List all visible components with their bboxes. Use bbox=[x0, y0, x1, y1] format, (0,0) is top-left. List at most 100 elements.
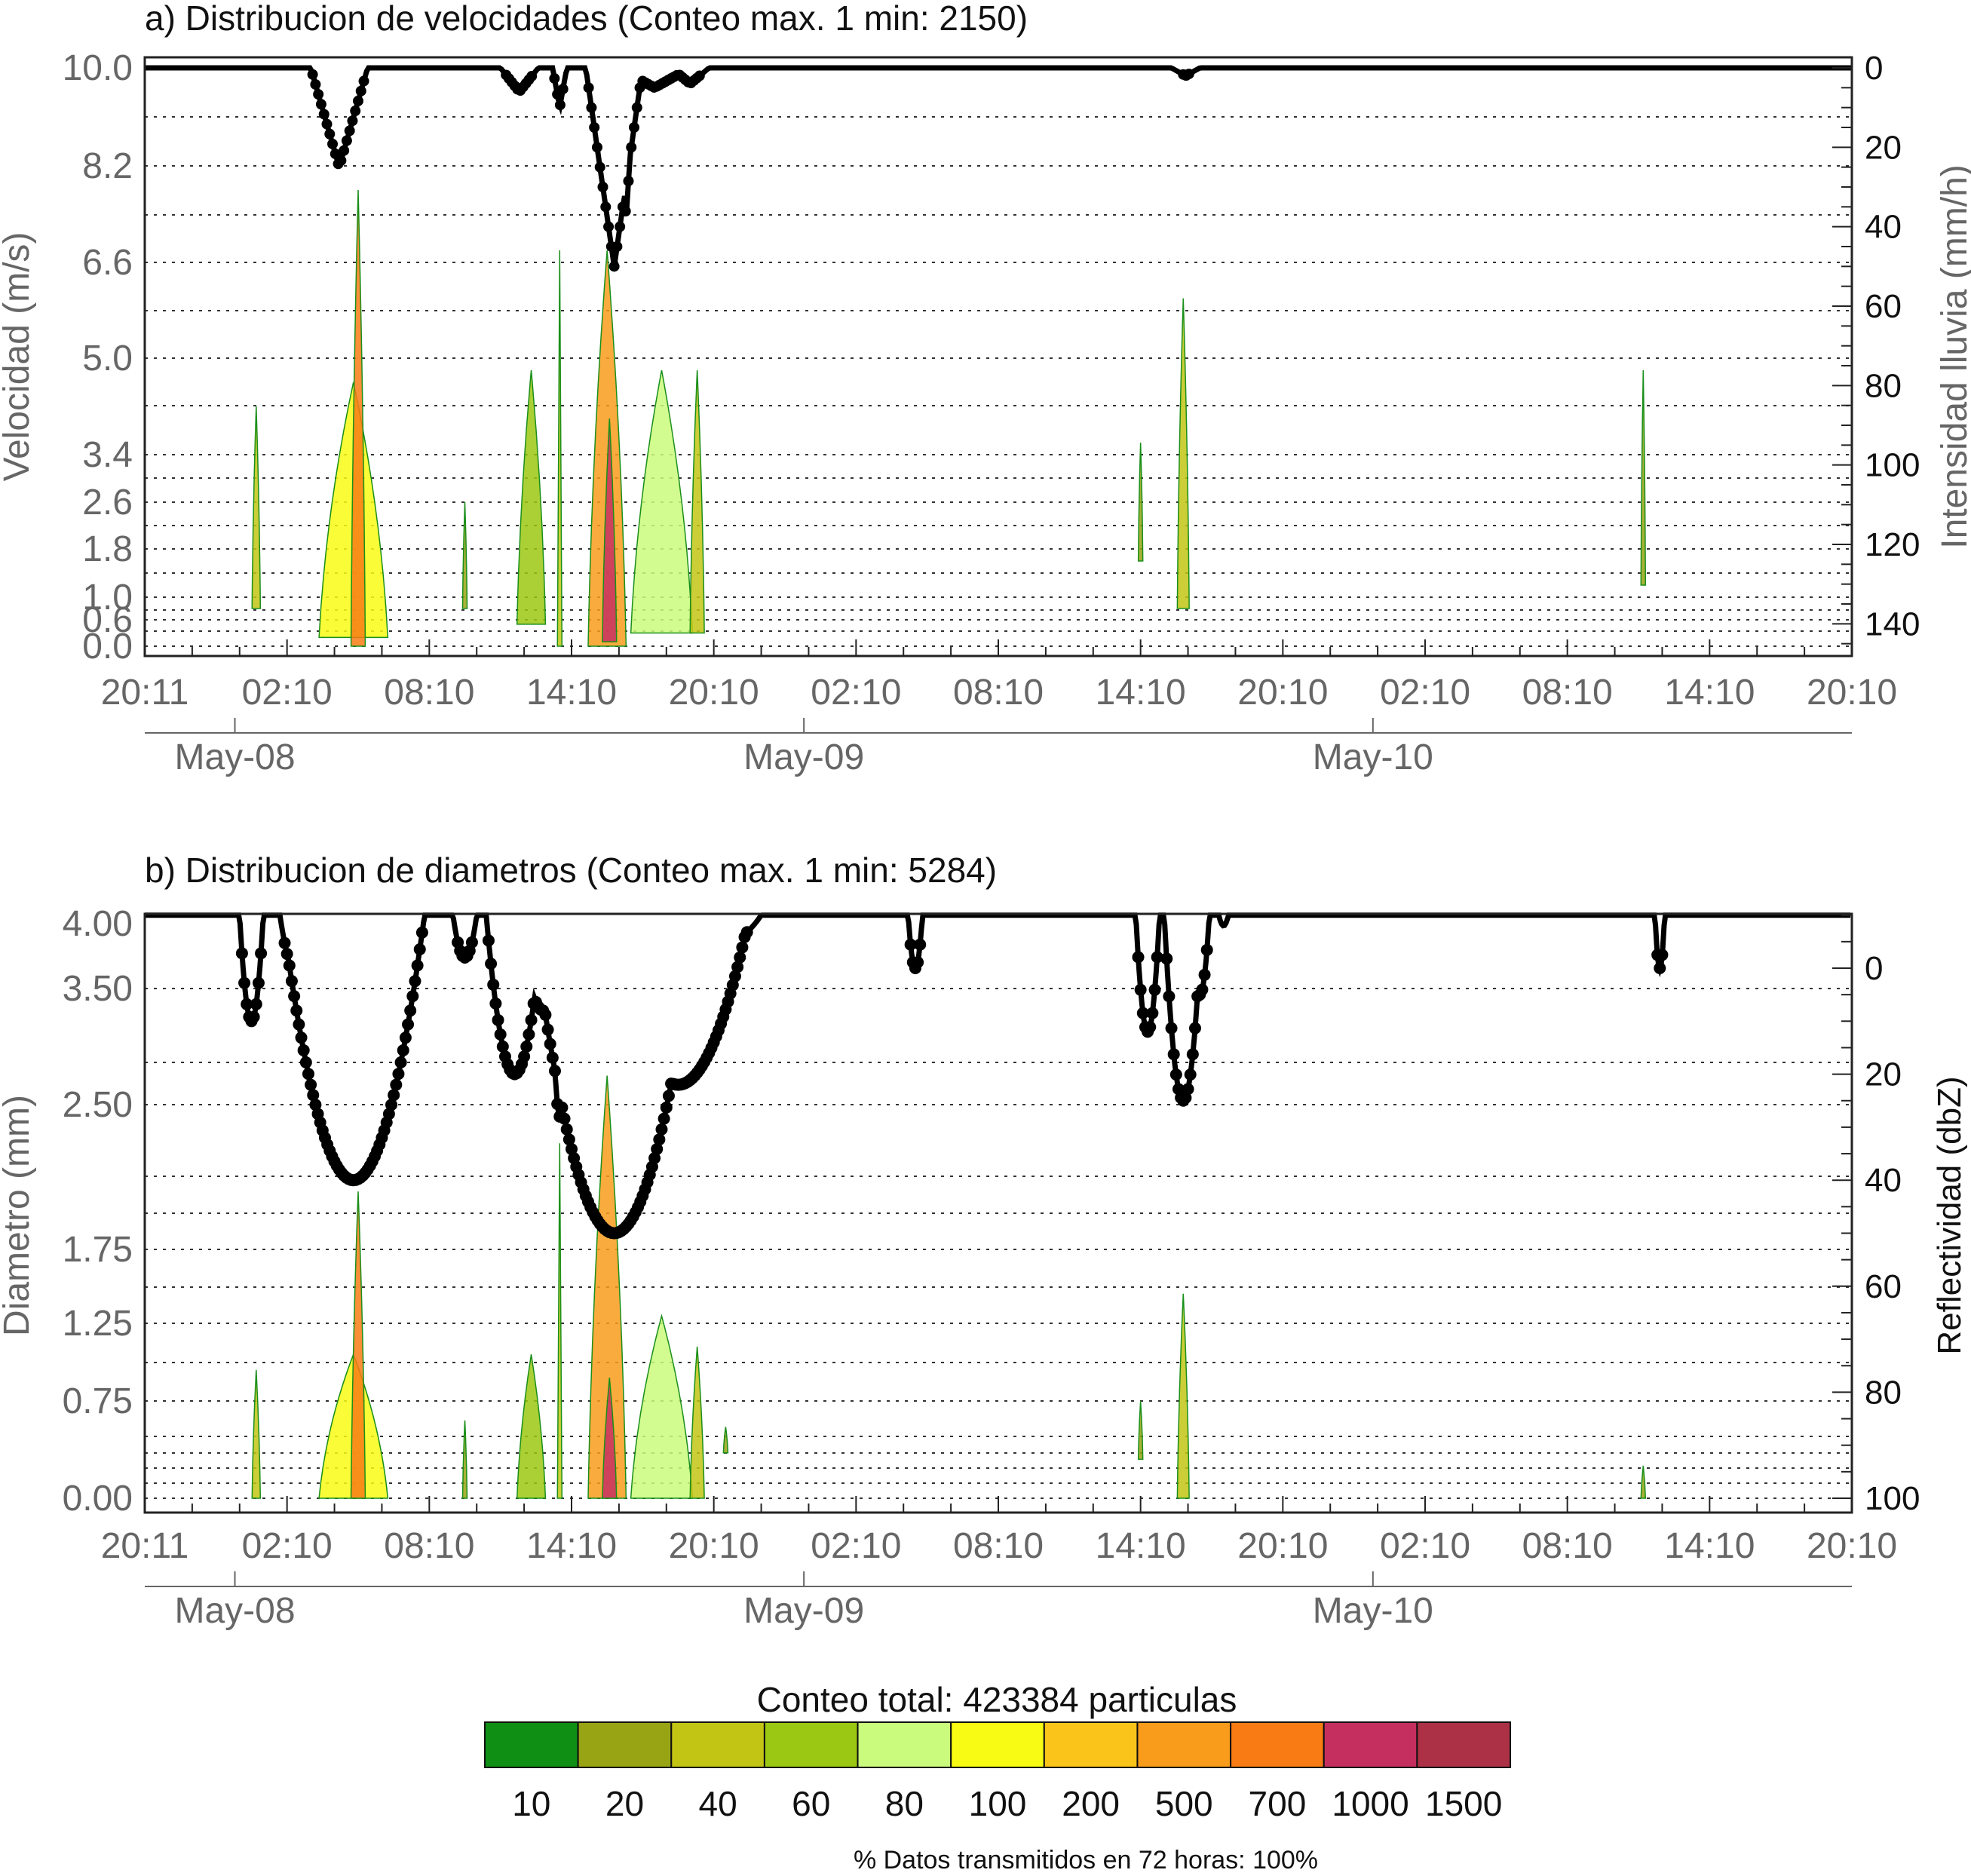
reflectivity-point bbox=[390, 1078, 403, 1091]
reflectivity-point bbox=[238, 976, 251, 989]
reflectivity-point bbox=[1151, 951, 1163, 964]
rain-point bbox=[586, 102, 597, 113]
rain-point bbox=[339, 145, 350, 156]
y2-tick-label: 80 bbox=[1865, 1374, 1902, 1411]
reflectivity-point bbox=[482, 934, 495, 947]
panel-a-ylabel: Velocidad (m/s) bbox=[0, 232, 37, 482]
x-tick-label: 08:10 bbox=[384, 673, 474, 713]
reflectivity-point bbox=[388, 1089, 400, 1102]
y-tick-label: 2.50 bbox=[63, 1085, 133, 1125]
y-tick-label: 2.6 bbox=[82, 483, 133, 523]
reflectivity-point bbox=[539, 1008, 552, 1021]
y-tick-label: 5.0 bbox=[82, 339, 133, 379]
y2-tick-label: 20 bbox=[1865, 1056, 1902, 1093]
date-label: May-08 bbox=[174, 1591, 295, 1631]
legend-title: Conteo total: 423384 particulas bbox=[757, 1680, 1237, 1719]
legend-label: 200 bbox=[1062, 1784, 1120, 1823]
y2-tick-label: 140 bbox=[1865, 605, 1920, 642]
legend-label: 1000 bbox=[1332, 1784, 1409, 1823]
y2-tick-label: 40 bbox=[1865, 1162, 1902, 1199]
rain-point bbox=[626, 142, 637, 153]
panel-velocity: a) Distribucion de velocidades (Conteo m… bbox=[0, 0, 1971, 777]
x-tick-label: 08:10 bbox=[1522, 1526, 1613, 1566]
x-tick-label: 02:10 bbox=[1380, 1526, 1470, 1566]
reflectivity-point bbox=[648, 1151, 661, 1164]
reflectivity-point bbox=[914, 938, 927, 951]
panel-diameter: b) Distribucion de diametros (Conteo max… bbox=[0, 851, 1968, 1631]
rain-point bbox=[594, 161, 605, 173]
reflectivity-point bbox=[413, 943, 426, 956]
reflectivity-point bbox=[1132, 951, 1145, 964]
y-tick-label: 3.4 bbox=[82, 435, 133, 475]
reflectivity-point bbox=[307, 1089, 320, 1102]
reflectivity-point bbox=[283, 959, 296, 972]
reflectivity-point bbox=[660, 1101, 673, 1114]
rain-point bbox=[615, 221, 626, 232]
x-tick-label: 02:10 bbox=[811, 1526, 901, 1566]
rain-point bbox=[631, 102, 642, 113]
rain-point bbox=[347, 115, 358, 127]
y-tick-label: 1.0 bbox=[82, 578, 133, 618]
reflectivity-point bbox=[1654, 962, 1666, 974]
y2-tick-label: 60 bbox=[1865, 1268, 1902, 1305]
reflectivity-point bbox=[1200, 943, 1213, 956]
heat-blob bbox=[516, 1354, 547, 1499]
x-tick-label: 02:10 bbox=[811, 673, 901, 713]
reflectivity-point bbox=[728, 970, 741, 982]
x-tick-label: 08:10 bbox=[953, 673, 1044, 713]
y2-tick-label: 100 bbox=[1865, 1480, 1920, 1517]
legend-label: 1500 bbox=[1425, 1784, 1502, 1823]
rain-point bbox=[589, 122, 600, 133]
footer-note: % Datos transmitidos en 72 horas: 100% bbox=[854, 1846, 1318, 1874]
reflectivity-point bbox=[278, 936, 291, 949]
rain-series-line bbox=[145, 65, 1852, 263]
y-tick-label: 3.50 bbox=[63, 969, 133, 1009]
y-tick-label: 10.0 bbox=[63, 48, 133, 88]
reflectivity-point bbox=[397, 1044, 409, 1056]
reflectivity-point bbox=[562, 1133, 575, 1146]
y-tick-label: 1.8 bbox=[82, 529, 133, 569]
reflectivity-point bbox=[566, 1142, 578, 1155]
reflectivity-point bbox=[731, 961, 744, 973]
legend-label: 60 bbox=[792, 1784, 830, 1823]
rain-point bbox=[307, 69, 318, 80]
heat-blob bbox=[556, 250, 563, 647]
reflectivity-point bbox=[288, 990, 301, 1003]
rain-point bbox=[358, 75, 369, 87]
reflectivity-point bbox=[309, 1099, 322, 1111]
rain-point bbox=[336, 155, 347, 166]
reflectivity-point bbox=[541, 1023, 554, 1036]
panel-b-grid bbox=[145, 988, 1852, 1499]
reflectivity-point bbox=[485, 958, 498, 970]
reflectivity-point bbox=[250, 998, 262, 1010]
reflectivity-point bbox=[558, 1112, 571, 1125]
rain-point bbox=[597, 182, 608, 192]
x-tick-label: 08:10 bbox=[1522, 673, 1613, 713]
heat-blob bbox=[350, 189, 366, 647]
legend-label: 40 bbox=[699, 1784, 737, 1823]
reflectivity-point bbox=[293, 1018, 305, 1031]
heat-blob bbox=[630, 369, 694, 634]
heat-blob bbox=[602, 418, 618, 642]
reflectivity-point bbox=[285, 975, 298, 988]
heat-blob bbox=[251, 406, 262, 609]
reflectivity-point bbox=[402, 1018, 415, 1031]
colorbar-legend: Conteo total: 423384 particulas 10 20 40 60… bbox=[484, 1680, 1512, 1823]
reflectivity-point bbox=[548, 1065, 561, 1077]
rain-point bbox=[318, 109, 330, 120]
y-tick-label: 6.6 bbox=[82, 243, 133, 283]
legend-swatch bbox=[1043, 1721, 1139, 1768]
reflectivity-point bbox=[299, 1056, 312, 1068]
reflectivity-point bbox=[496, 1040, 509, 1053]
reflectivity-point bbox=[492, 1013, 504, 1026]
reflectivity-point bbox=[1163, 990, 1176, 1003]
date-label: May-10 bbox=[1313, 737, 1433, 777]
reflectivity-point bbox=[305, 1078, 317, 1091]
reflectivity-point bbox=[235, 947, 248, 960]
reflectivity-point bbox=[525, 1013, 538, 1026]
x-tick-label: 08:10 bbox=[384, 1526, 474, 1566]
panel-a-heatmap bbox=[251, 189, 1647, 647]
heat-blob bbox=[516, 369, 547, 625]
panel-b-heatmap bbox=[251, 1075, 1647, 1499]
y2-tick-label: 40 bbox=[1865, 209, 1902, 246]
